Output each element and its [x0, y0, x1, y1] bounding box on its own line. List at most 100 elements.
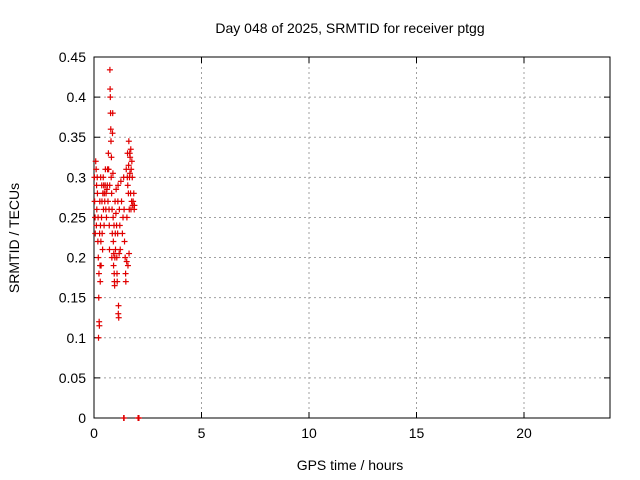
- data-point: [117, 178, 124, 185]
- data-point: [99, 230, 106, 237]
- data-point: [129, 174, 136, 181]
- data-point: [116, 250, 123, 257]
- data-point: [128, 166, 135, 173]
- grid-lines: [94, 57, 610, 418]
- y-tick-label: 0.1: [67, 330, 87, 346]
- data-point: [109, 206, 116, 213]
- data-point: [104, 198, 111, 205]
- data-point: [93, 182, 100, 189]
- data-point: [125, 162, 132, 169]
- data-point: [110, 214, 117, 221]
- data-point: [127, 146, 134, 153]
- data-point: [122, 254, 129, 261]
- y-tick-label: 0.35: [59, 129, 86, 145]
- data-point: [95, 270, 102, 277]
- data-point: [107, 126, 114, 133]
- data-point: [117, 246, 124, 253]
- data-point: [114, 270, 121, 277]
- data-point: [116, 222, 123, 229]
- data-point: [106, 182, 113, 189]
- y-tick-label: 0.05: [59, 370, 86, 386]
- data-point: [122, 278, 129, 285]
- data-point: [126, 250, 133, 257]
- data-point: [106, 66, 113, 73]
- data-point: [101, 222, 108, 229]
- data-point: [125, 138, 132, 145]
- data-point: [124, 182, 131, 189]
- data-point: [121, 238, 128, 245]
- data-point: [114, 278, 121, 285]
- data-point: [131, 202, 138, 209]
- data-point: [105, 166, 112, 173]
- data-point: [110, 238, 117, 245]
- data-point: [127, 154, 134, 161]
- y-tick-label: 0.25: [59, 209, 86, 225]
- data-point: [97, 238, 104, 245]
- data-point: [123, 258, 130, 265]
- x-tick-label: 5: [198, 425, 206, 441]
- data-point: [118, 198, 125, 205]
- data-point: [110, 262, 117, 269]
- data-points: [91, 66, 142, 421]
- data-point: [135, 415, 142, 421]
- y-tick-label: 0: [78, 410, 86, 426]
- data-point: [103, 190, 110, 197]
- data-point: [113, 254, 120, 261]
- y-tick-label: 0.4: [67, 89, 87, 105]
- chart-title: Day 048 of 2025, SRMTID for receiver ptg…: [215, 20, 484, 36]
- data-point: [94, 190, 101, 197]
- y-tick-label: 0.2: [67, 250, 87, 266]
- data-point: [110, 250, 117, 257]
- data-point: [95, 294, 102, 301]
- data-point: [121, 206, 128, 213]
- data-point: [98, 262, 105, 269]
- x-tick-label: 15: [409, 425, 425, 441]
- data-point: [103, 214, 110, 221]
- data-point: [115, 302, 122, 309]
- data-point: [105, 150, 112, 157]
- data-point: [109, 170, 116, 177]
- data-point: [92, 158, 99, 165]
- data-point: [115, 182, 122, 189]
- x-axis-label: GPS time / hours: [297, 457, 404, 473]
- data-point: [100, 174, 107, 181]
- data-point: [130, 198, 137, 205]
- data-point: [108, 174, 115, 181]
- data-point: [107, 94, 114, 101]
- data-point: [97, 278, 104, 285]
- data-point: [130, 190, 137, 197]
- data-point: [95, 254, 102, 261]
- data-point: [112, 210, 119, 217]
- x-tick-label: 0: [90, 425, 98, 441]
- x-tick-label: 20: [516, 425, 532, 441]
- data-point: [109, 110, 116, 117]
- data-point: [108, 190, 115, 197]
- data-point: [93, 166, 100, 173]
- data-point: [122, 270, 129, 277]
- y-tick-label: 0.15: [59, 290, 86, 306]
- y-tick-label: 0.45: [59, 49, 86, 65]
- y-tick-label: 0.3: [67, 169, 87, 185]
- y-axis-label: SRMTID / TECUs: [6, 183, 22, 293]
- data-point: [95, 334, 102, 341]
- data-point: [91, 198, 98, 205]
- data-point: [119, 230, 126, 237]
- data-point: [106, 246, 113, 253]
- axis-ticks: 0 0.05 0.1 0.15 0.2 0.25 0.3 0.35 0.4 0.45 0 5 10 15 2…: [59, 49, 610, 441]
- data-point: [107, 86, 114, 93]
- plot-frame: [93, 56, 611, 419]
- data-point: [124, 262, 131, 269]
- data-point: [93, 206, 100, 213]
- data-point: [121, 415, 128, 421]
- data-point: [99, 246, 106, 253]
- data-point: [128, 158, 135, 165]
- data-point: [123, 214, 130, 221]
- data-point: [107, 138, 114, 145]
- data-point: [96, 322, 103, 329]
- data-point: [126, 170, 133, 177]
- x-tick-label: 10: [301, 425, 317, 441]
- data-point: [115, 314, 122, 321]
- data-point: [108, 154, 115, 161]
- data-point: [113, 186, 120, 193]
